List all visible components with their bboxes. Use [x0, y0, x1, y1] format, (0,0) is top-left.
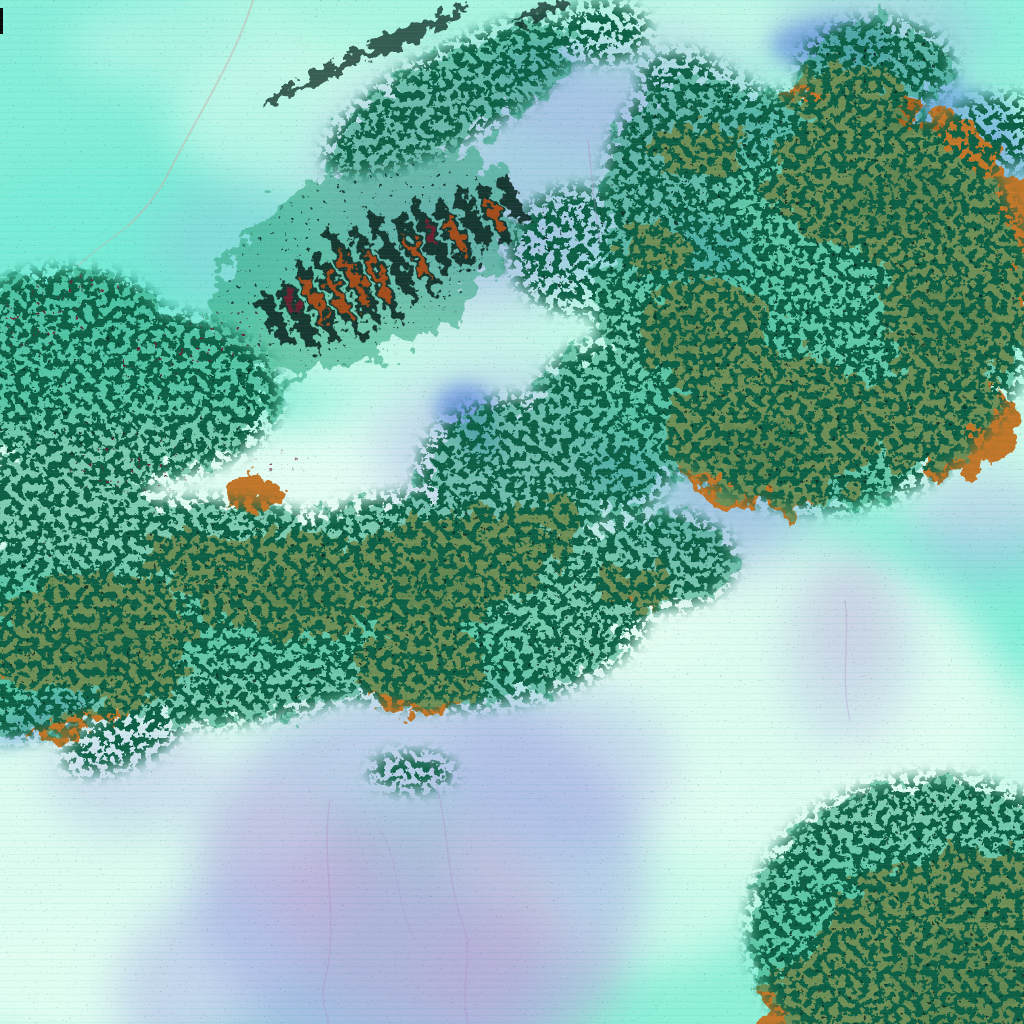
corner-registration-mark — [0, 8, 3, 34]
